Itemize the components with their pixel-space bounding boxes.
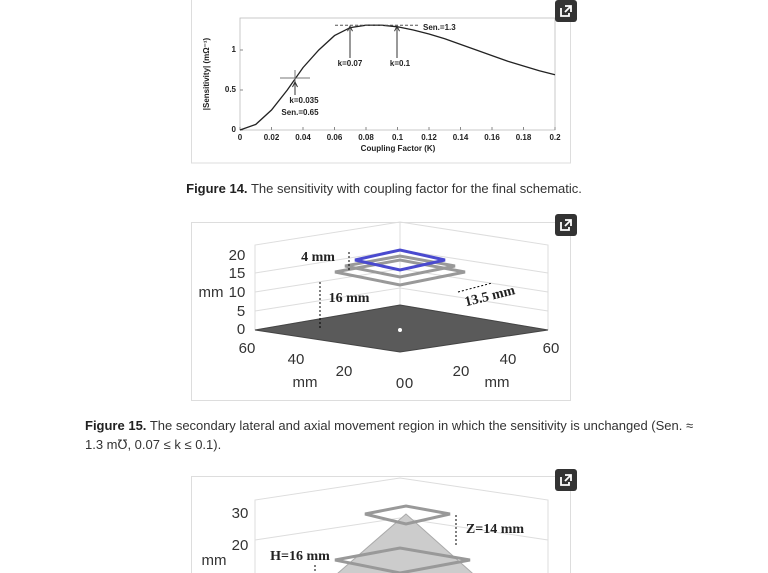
sensitivity-chart: |Sensitivity| (mΩ⁻¹) Coupling Factor (K)… <box>202 17 561 153</box>
figure-frame <box>191 0 571 164</box>
caption: Figure 14. The sensitivity with coupling… <box>0 179 768 198</box>
plane-center <box>398 328 402 332</box>
figure-frame <box>191 222 571 401</box>
z-tick: 15 <box>229 265 246 282</box>
x-tick-label: 0.06 <box>327 133 343 142</box>
x-axis-label: Coupling Factor (K) <box>361 144 436 153</box>
cone-region-3d: 30 20 mm H=16 mm Z=14 mm <box>202 477 549 573</box>
x-tick-label: 0.14 <box>453 133 469 142</box>
x-tick-label: 0.12 <box>421 133 437 142</box>
expand-button[interactable] <box>555 469 577 491</box>
z-tick: 0 <box>237 321 245 338</box>
x-tick-label: 0.04 <box>295 133 311 142</box>
y-tick: 0 <box>405 375 413 392</box>
caption-label: Figure 15. <box>85 418 147 433</box>
arrow-head <box>347 25 353 32</box>
x-tick-label: 0.2 <box>549 133 561 142</box>
y-axis-label: |Sensitivity| (mΩ⁻¹) <box>202 37 211 110</box>
dimension-arrows <box>314 515 457 573</box>
y-tick: 60 <box>543 340 560 357</box>
y-tick: 40 <box>500 351 517 368</box>
y-tick-label: 0.5 <box>225 85 237 94</box>
annotation: H=16 mm <box>270 549 330 564</box>
caption-text: The sensitivity with coupling factor for… <box>250 181 582 196</box>
top-layer <box>354 248 446 272</box>
cone <box>337 513 473 573</box>
dimension-arrows <box>319 252 493 330</box>
annotation: k=0.07 <box>338 59 363 68</box>
annotation: Z=14 mm <box>466 522 524 537</box>
x-tick-label: 0.1 <box>392 133 404 142</box>
x-tick: 60 <box>239 340 256 357</box>
y-tick-label: 0 <box>232 125 237 134</box>
x-tick-label: 0.02 <box>264 133 280 142</box>
z-tick: 5 <box>237 303 245 320</box>
z-label: mm <box>202 552 227 569</box>
annotation: 16 mm <box>329 291 370 306</box>
movement-region-3d: 20 15 10 5 0 mm 60 40 20 0 mm 0 20 40 60… <box>199 221 560 392</box>
z-tick: 20 <box>232 537 249 554</box>
figure-frame <box>191 476 571 573</box>
x-tick: 40 <box>288 351 305 368</box>
z-tick: 10 <box>229 284 246 301</box>
annotation: Sen.=0.65 <box>281 108 319 117</box>
expand-button[interactable] <box>555 214 577 236</box>
arrow-head <box>394 25 400 32</box>
x-tick-label: 0.08 <box>358 133 374 142</box>
expand-button[interactable] <box>555 0 577 22</box>
z-tick: 20 <box>229 247 246 264</box>
annotation: 13.5 mm <box>463 283 517 310</box>
caption-label: Figure 14. <box>186 181 248 196</box>
x-tick: 20 <box>336 363 353 380</box>
box-lines <box>254 477 549 573</box>
x-tick-label: 0 <box>238 133 243 142</box>
y-label: mm <box>485 374 510 391</box>
annotation: k=0.1 <box>390 59 411 68</box>
x-tick-label: 0.16 <box>484 133 500 142</box>
x-tick: 0 <box>396 375 404 392</box>
y-tick: 20 <box>453 363 470 380</box>
arrow-head <box>292 80 298 88</box>
x-label: mm <box>293 374 318 391</box>
annotation: 4 mm <box>301 250 335 265</box>
sensitivity-plane <box>254 304 549 353</box>
z-label: mm <box>199 284 224 301</box>
annotation: Sen.=1.3 <box>423 23 456 32</box>
annotation: k=0.035 <box>289 96 319 105</box>
caption: Figure 15. The secondary lateral and axi… <box>85 416 705 454</box>
y-tick-label: 1 <box>232 45 237 54</box>
x-tick-label: 0.18 <box>516 133 532 142</box>
region-layers <box>334 504 471 573</box>
z-tick: 30 <box>232 505 249 522</box>
caption-text: The secondary lateral and axial movement… <box>85 418 694 452</box>
